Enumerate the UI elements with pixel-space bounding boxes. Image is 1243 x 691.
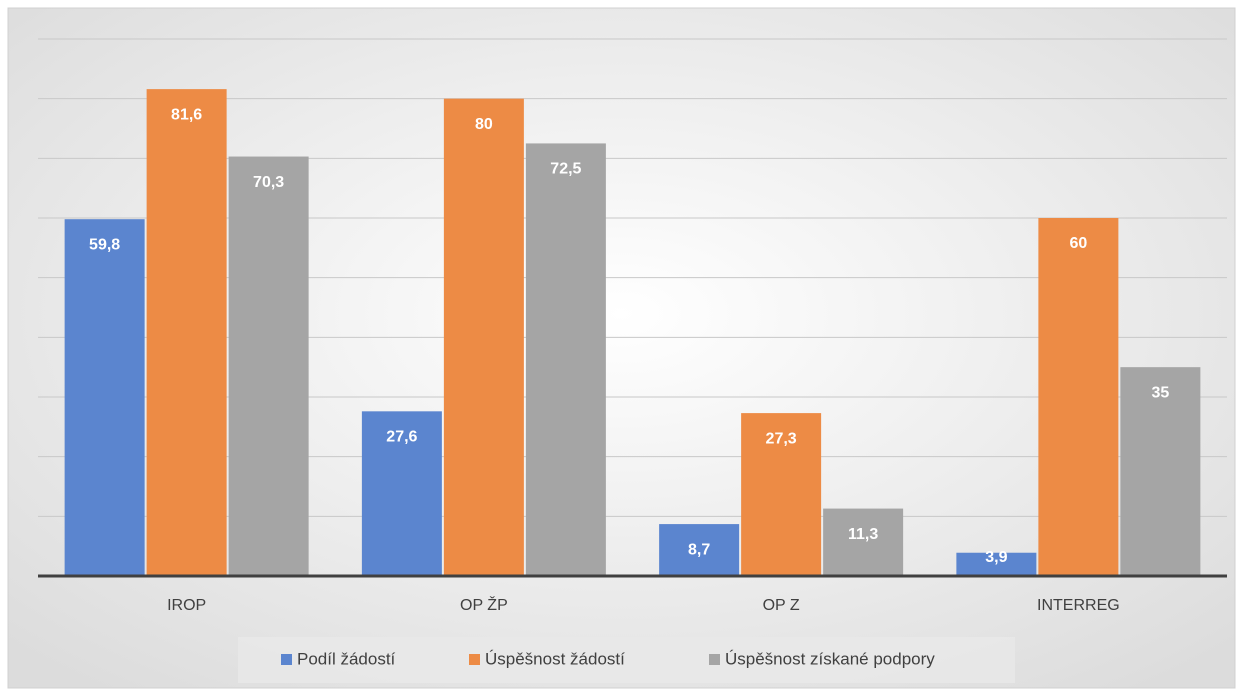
bar: [1120, 367, 1201, 576]
data-label: 8,7: [688, 541, 710, 558]
data-label: 11,3: [848, 526, 878, 543]
data-label: 27,3: [766, 430, 797, 447]
bar: [956, 552, 1037, 576]
bar: [525, 143, 606, 576]
data-label: 70,3: [253, 174, 284, 191]
data-label: 60: [1069, 235, 1087, 252]
bar: [146, 89, 227, 577]
data-label: 27,6: [386, 429, 417, 446]
bar: [823, 508, 904, 576]
bar: [361, 411, 442, 576]
bar: [659, 524, 740, 576]
x-tick-label: INTERREG: [1037, 597, 1120, 614]
legend-label: Úspěšnost získané podpory: [725, 649, 935, 668]
x-tick-label: IROP: [167, 597, 206, 614]
legend-label: Podíl žádostí: [297, 649, 396, 668]
data-label: 3,9: [985, 549, 1007, 566]
bar: [443, 98, 524, 577]
x-tick-label: OP Z: [763, 597, 800, 614]
legend-swatch: [469, 654, 480, 665]
x-tick-label: OP ŽP: [460, 595, 508, 614]
data-label: 35: [1151, 384, 1169, 401]
bar: [228, 156, 309, 576]
data-label: 80: [475, 116, 493, 133]
legend-label: Úspěšnost žádostí: [485, 649, 625, 668]
data-label: 72,5: [550, 161, 581, 178]
data-label: 59,8: [89, 236, 120, 253]
bar: [1038, 218, 1119, 576]
bar: [64, 219, 145, 576]
bar: [741, 413, 822, 576]
legend-swatch: [281, 654, 292, 665]
legend-swatch: [709, 654, 720, 665]
legend-box: [238, 637, 1015, 683]
data-label: 81,6: [171, 106, 202, 123]
